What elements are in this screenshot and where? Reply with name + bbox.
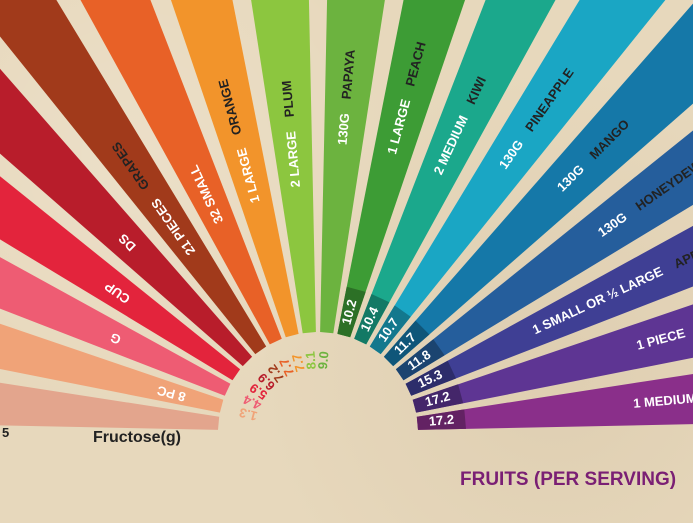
bar-12 [354,0,556,345]
value-label-3: 4.4 [240,392,263,414]
bar-11 [337,0,466,338]
value-label-2: 1.3 [238,405,259,424]
fruit-label-9: PLUM [279,80,297,118]
bar-17 [412,304,693,413]
serving-label-10: 130G [335,112,353,145]
bar-value-cap-15 [395,339,445,381]
serving-label-9: 2 LARGE [283,130,303,188]
value-label-17: 17.2 [423,388,451,409]
bar-5 [0,68,253,367]
fructose-unit-label: Fructose(g) [93,429,181,446]
chart-title: FRUITS (PER SERVING) [460,469,676,490]
bar-6 [0,0,267,355]
bar-16 [405,225,693,396]
value-label-7: 7.7 [276,356,297,379]
bar-18 [416,373,693,430]
bar-7 [80,0,282,345]
value-label-11: 10.2 [339,298,360,326]
serving-label-18: 1 MEDIUM [633,390,693,410]
fruit-label-10: PAPAYA [339,48,358,100]
value-label-18: 17.2 [428,412,455,429]
serving-label-2: 8 PC [155,383,187,405]
bar-value-cap-16 [405,360,456,396]
value-label-9: 8.1 [302,351,319,370]
bar-value-cap-12 [354,294,390,345]
bar-9 [251,0,316,334]
bar-value-cap-13 [369,305,411,355]
bar-13 [369,0,666,355]
bar-8 [170,0,299,338]
value-label-10: 9.0 [315,351,332,370]
bar-value-cap-11 [337,286,366,338]
bar-value-cap-18 [416,409,466,430]
bar-value-cap-17 [412,384,464,413]
value-label-8: 7.7 [289,352,308,373]
bar-2 [0,323,224,413]
bar-14 [383,3,693,367]
bar-1 [0,382,220,430]
bar-value-cap-14 [383,320,430,367]
bar-3 [0,257,231,396]
bar-4 [0,176,241,381]
edge-fragment-text: 5 [2,425,9,440]
bar-15 [395,130,693,381]
bar-10 [320,0,385,334]
